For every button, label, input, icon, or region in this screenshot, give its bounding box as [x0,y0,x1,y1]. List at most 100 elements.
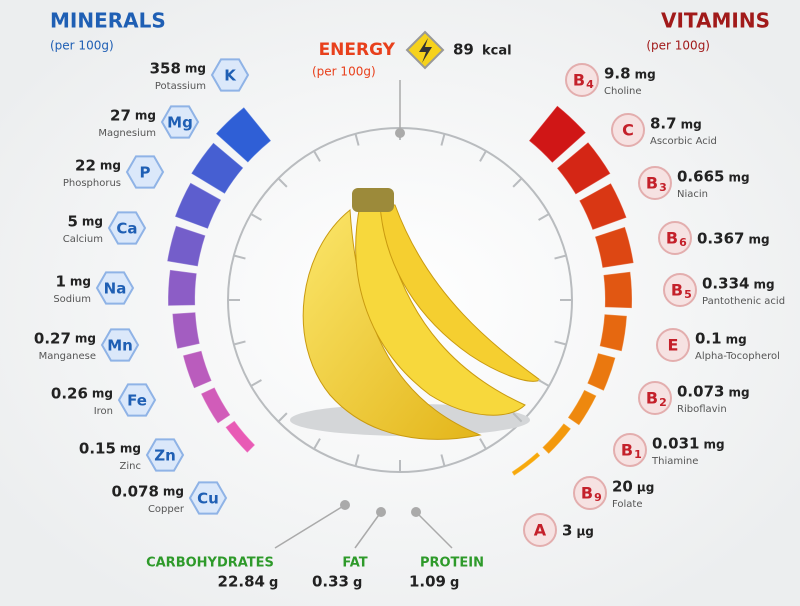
macro-dot [411,507,421,517]
vitamins-title: VITAMINS [661,9,770,33]
vitamin-subscript: 5 [684,288,692,301]
vitamin-amount: 20 [612,478,633,496]
vitamin-name: Pantothenic acid [702,296,785,307]
mineral-name: Sodium [53,294,91,305]
ring-tick [313,438,321,450]
arc-bar [594,226,635,269]
vitamin-amount: 0.665 [677,168,724,186]
vitamin-name: Folate [612,499,643,510]
vitamin-subscript: 1 [634,448,642,461]
mineral-amount: 0.15 [79,440,116,458]
vitamin-unit: µg [637,481,654,495]
ring-tick [354,133,360,146]
vitamin-icon [638,166,672,200]
ring-tick [250,379,262,387]
mineral-symbol: Zn [154,447,176,465]
arc-bar [167,269,198,307]
vitamin-symbol: B [621,441,633,460]
minerals-title: MINERALS [50,9,166,33]
vitamin-name: Alpha-Tocopherol [695,351,780,362]
vitamin-icon [523,513,557,547]
mineral-unit: mg [82,215,103,229]
vitamin-unit: mg [703,438,724,452]
mineral-symbol: K [224,67,237,85]
arc-bar [171,311,201,350]
mineral-icon [210,58,250,92]
minerals-subtitle: (per 100g) [50,39,114,53]
mineral-unit: mg [120,442,141,456]
vitamin-amount: 0.031 [652,435,699,453]
arc-bar [541,422,572,455]
mineral-symbol: Mn [107,337,133,355]
mineral-symbol: Mg [167,114,193,132]
mineral-name: Iron [94,406,113,417]
arc-bar [556,141,612,196]
energy-bolt [419,38,432,63]
mineral-amount: 0.27 [34,330,71,348]
ring-tick [538,379,550,387]
mineral-unit: mg [185,62,206,76]
macro-connector [354,511,382,549]
vitamin-subscript: 2 [659,396,667,409]
mineral-symbol: Cu [197,490,219,508]
mineral-symbol: Na [104,280,127,298]
ring-tick [554,254,567,260]
macro-name: PROTEIN [420,556,484,571]
mineral-amount: 5 [67,213,77,231]
arc-bar [602,271,633,309]
arc-bar [586,352,617,392]
ring-tick [479,438,487,450]
ring-tick [440,454,446,467]
vitamin-unit: mg [728,386,749,400]
vitamin-name: Niacin [677,189,708,200]
mineral-unit: mg [70,275,91,289]
arc-bar [190,142,244,195]
ring-tick [277,412,288,423]
macro-name: FAT [342,556,367,571]
mineral-icon [117,383,157,417]
macro-amount: 1.09 [409,573,446,591]
vitamin-subscript: 4 [586,78,594,91]
mineral-name: Manganese [39,351,96,362]
ring-tick [554,340,567,346]
vitamin-symbol: B [666,229,678,248]
vitamin-amount: 9.8 [604,65,631,83]
vitamin-unit: mg [726,333,747,347]
arc-bar [599,313,628,352]
vitamin-icon [565,63,599,97]
arc-bar [528,104,587,164]
vitamin-unit: mg [728,171,749,185]
macro-dot [376,507,386,517]
vitamin-amount: 3 [562,522,572,540]
energy-unit: kcal [482,44,512,59]
vitamin-icon [573,476,607,510]
vitamin-symbol: A [534,521,547,540]
ring-tick [354,454,360,467]
mineral-unit: mg [163,485,184,499]
energy-amount: 89 [453,41,474,59]
mineral-unit: mg [100,159,121,173]
mineral-unit: mg [135,109,156,123]
vitamin-name: Riboflavin [677,404,727,415]
mineral-symbol: Ca [116,220,137,238]
mineral-unit: mg [92,387,113,401]
vitamin-amount: 0.367 [697,230,744,248]
energy-subtitle: (per 100g) [312,65,376,79]
mineral-name: Magnesium [98,128,156,139]
mineral-amount: 0.078 [111,483,158,501]
vitamin-icon [656,328,690,362]
macro-connector [415,511,453,549]
mineral-symbol: Fe [127,392,147,410]
vitamin-symbol: C [622,121,634,140]
mineral-amount: 27 [110,107,131,125]
vitamin-name: Thiamine [651,456,698,467]
vitamin-icon [613,433,647,467]
vitamin-symbol: B [671,281,683,300]
ring-tick [512,177,523,188]
mineral-amount: 358 [150,60,181,78]
macro-amount: 0.33 [312,573,349,591]
arc-bar [224,420,256,454]
ring-tick [479,150,487,162]
arc-bar [215,106,272,164]
arc-bar [567,389,598,426]
